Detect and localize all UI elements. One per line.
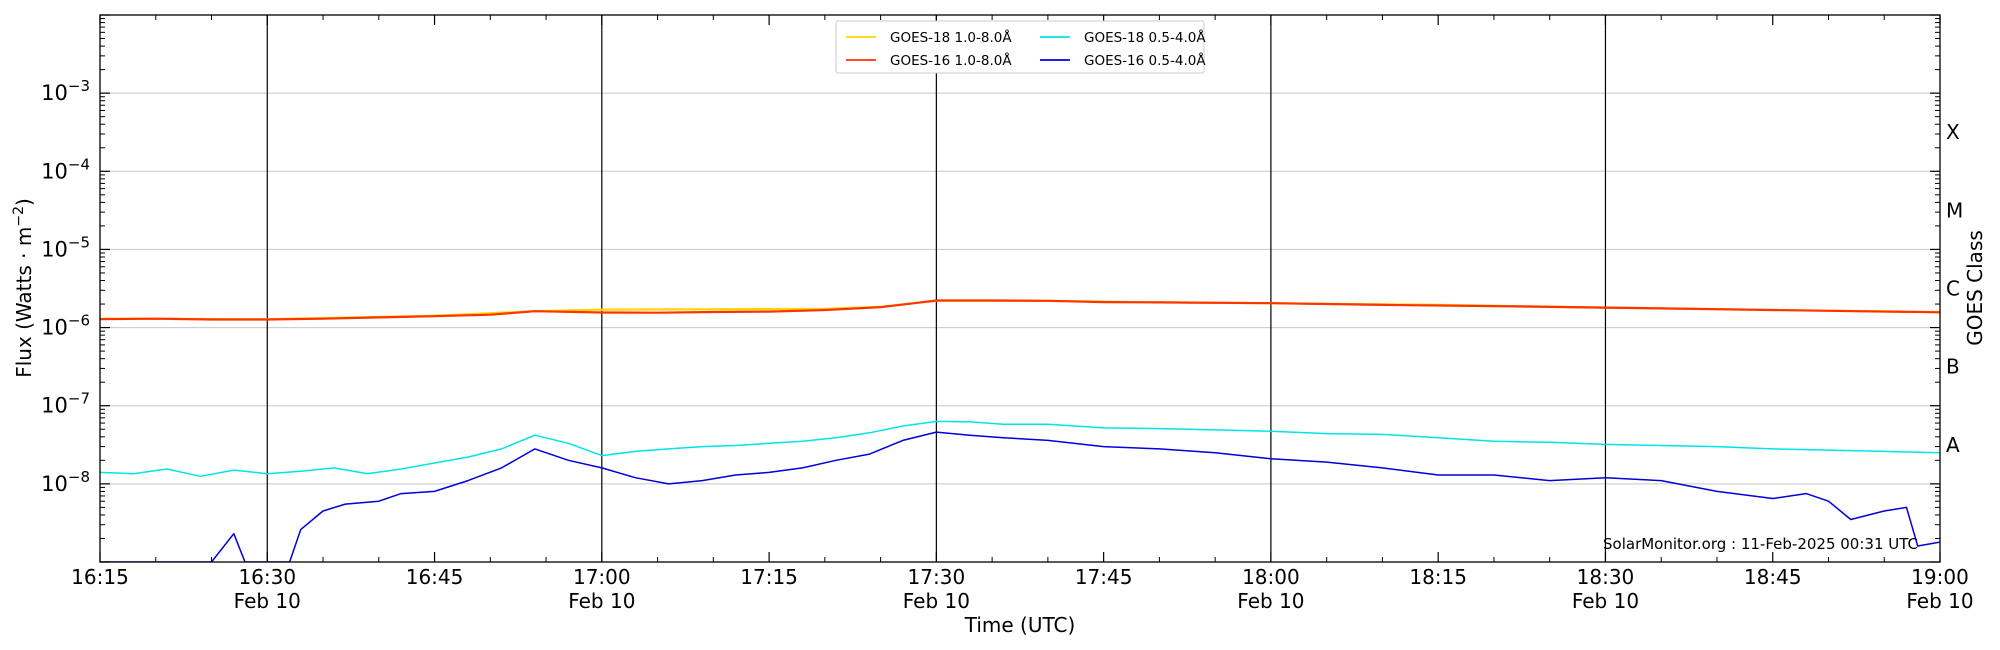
right-axis-label: GOES Class	[1963, 230, 1987, 346]
legend-box	[835, 20, 1205, 74]
y-tick-exponent: −7	[68, 390, 90, 408]
legend-label: GOES-16 1.0-8.0Å	[890, 52, 1012, 69]
legend-label: GOES-18 1.0-8.0Å	[890, 29, 1012, 46]
series-layer	[100, 299, 1940, 562]
grid-layer	[100, 92, 1940, 485]
y-tick-label: 10−7	[41, 390, 90, 418]
y-tick-exponent: −8	[68, 468, 90, 486]
y-tick-exponent: −5	[68, 233, 90, 251]
x-tick-label: 17:30	[908, 565, 966, 589]
x-tick-date-label: Feb 10	[234, 589, 301, 613]
plot-frame	[99, 14, 1941, 563]
goes-class-label: A	[1946, 433, 1960, 457]
vertical-marker-layer	[266, 15, 1607, 562]
x-tick-label: 17:15	[740, 565, 798, 589]
goes-class-label: C	[1946, 277, 1960, 301]
y-tick-base: 10	[41, 237, 68, 261]
x-tick-label: 16:15	[71, 565, 129, 589]
x-axis-label: Time (UTC)	[964, 613, 1076, 637]
x-tick-date-label: Feb 10	[1237, 589, 1304, 613]
y-tick-label: 10−5	[41, 233, 90, 261]
y-axis-label-end: )	[12, 198, 36, 206]
legend-entries: GOES-18 1.0-8.0Å GOES-16 1.0-8.0Å GOES-18 …	[846, 29, 1206, 69]
y-tick-exponent: −4	[68, 155, 90, 173]
legend-label: GOES-18 0.5-4.0Å	[1084, 29, 1206, 46]
goes-class-label: M	[1946, 198, 1963, 222]
watermark: SolarMonitor.org : 11-Feb-2025 00:31 UTC	[1603, 535, 1918, 553]
x-tick-label: 18:00	[1242, 565, 1300, 589]
y-axis-label-main: Flux (Watts · m	[12, 227, 36, 378]
series-line	[100, 299, 1940, 321]
x-tick-label: 18:45	[1744, 565, 1802, 589]
y-tick-base: 10	[41, 159, 68, 183]
x-tick-date-label: Feb 10	[1572, 589, 1639, 613]
legend-label: GOES-16 0.5-4.0Å	[1084, 52, 1206, 69]
y-tick-label: 10−8	[41, 468, 90, 496]
y-tick-label: 10−3	[41, 77, 90, 105]
y-tick-base: 10	[41, 316, 68, 340]
legend: GOES-18 1.0-8.0Å GOES-16 1.0-8.0Å GOES-18 …	[835, 20, 1206, 74]
x-tick-date-label: Feb 10	[568, 589, 635, 613]
x-tick-label: 17:45	[1075, 565, 1133, 589]
x-tick-date-label: Feb 10	[903, 589, 970, 613]
x-tick-label: 16:45	[406, 565, 464, 589]
goes-class-label: B	[1946, 355, 1960, 379]
x-tick-label: 16:30	[238, 565, 296, 589]
y-tick-base: 10	[41, 81, 68, 105]
y-tick-base: 10	[41, 472, 68, 496]
series-line	[100, 431, 1940, 562]
goes-class-labels: A B C M X	[1946, 120, 1963, 457]
x-tick-label: 17:00	[573, 565, 631, 589]
x-tick-label: 18:30	[1577, 565, 1635, 589]
y-axis-label: Flux (Watts · m−2)	[11, 198, 36, 378]
y-tick-exponent: −3	[68, 77, 90, 95]
x-tick-label: 19:00	[1911, 565, 1969, 589]
y-tick-label: 10−4	[41, 155, 90, 183]
y-tick-label: 10−6	[41, 312, 90, 340]
x-tick-date-label: Feb 10	[1906, 589, 1973, 613]
series-line	[100, 420, 1940, 478]
y-tick-base: 10	[41, 394, 68, 418]
goes-class-label: X	[1946, 120, 1960, 144]
y-tick-exponent: −6	[68, 312, 90, 330]
x-tick-label: 18:15	[1409, 565, 1467, 589]
y-axis-label-exponent: −2	[11, 206, 27, 227]
y-axis-ticks: 10−810−710−610−510−410−3	[41, 14, 1940, 563]
